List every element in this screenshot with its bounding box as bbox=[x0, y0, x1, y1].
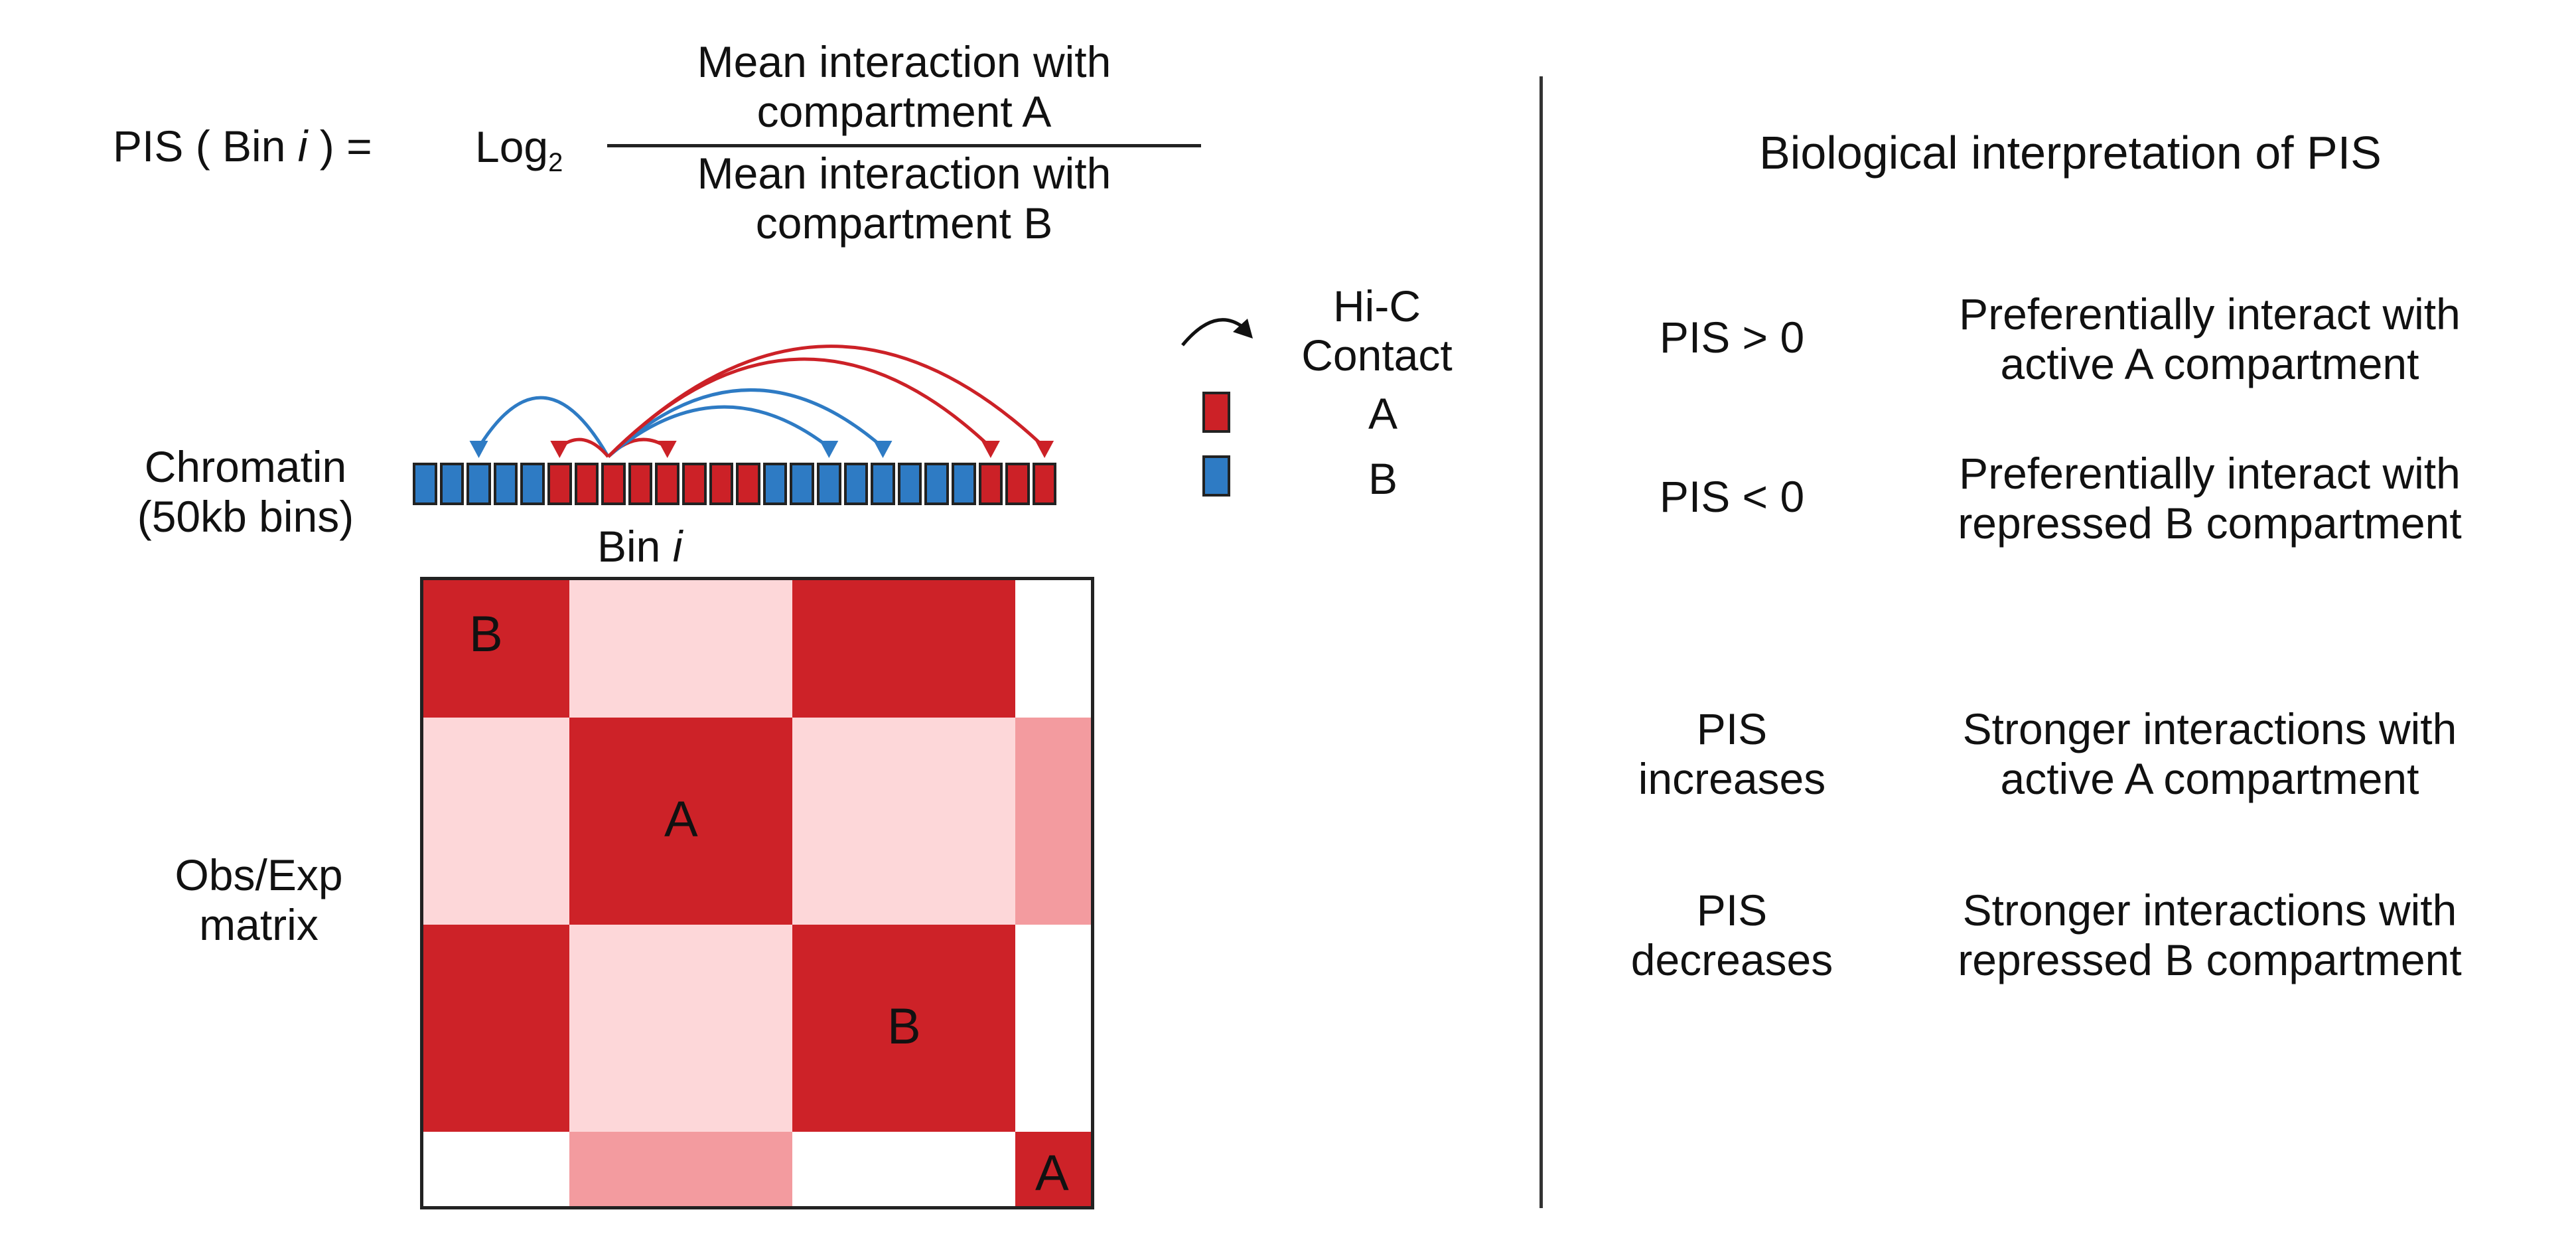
matrix-cell-label: B bbox=[469, 606, 503, 662]
matrix-cell bbox=[792, 1132, 1016, 1207]
interpretation-meaning: Stronger interactions with bbox=[1962, 886, 2457, 935]
hic-contact-label-line2: Contact bbox=[1301, 331, 1453, 380]
chromatin-bin-a bbox=[736, 463, 760, 505]
interpretation-meaning: repressed B compartment bbox=[1958, 935, 2462, 984]
interpretation-meaning: repressed B compartment bbox=[1958, 499, 2462, 548]
chromatin-bin-b bbox=[952, 463, 976, 505]
numerator-line2: compartment A bbox=[756, 87, 1052, 136]
contact-arc bbox=[607, 405, 830, 458]
chromatin-bin-a bbox=[682, 463, 707, 505]
chromatin-bin-b bbox=[493, 463, 518, 505]
chromatin-bin-a bbox=[709, 463, 734, 505]
chromatin-bin-b bbox=[897, 463, 922, 505]
interpretation-condition: PIS bbox=[1696, 886, 1768, 935]
matrix-cell bbox=[423, 925, 570, 1132]
interpretation-title: Biological interpretation of PIS bbox=[1759, 127, 2382, 179]
chromatin-bin-a bbox=[1005, 463, 1030, 505]
matrix-cell bbox=[792, 925, 1016, 1132]
curved-arrow-icon bbox=[1181, 318, 1253, 347]
contact-arc bbox=[477, 396, 610, 458]
log-label: Log2 bbox=[475, 122, 563, 178]
chromatin-bin-a bbox=[601, 463, 626, 505]
legend-b-swatch bbox=[1202, 455, 1230, 497]
chromatin-bin-b bbox=[817, 463, 841, 505]
chromatin-label-line2: (50kb bins) bbox=[137, 492, 354, 541]
matrix-cell-label: A bbox=[1035, 1145, 1069, 1202]
contact-arrowhead bbox=[1035, 441, 1054, 458]
chromatin-bin-a bbox=[978, 463, 1003, 505]
matrix-cell bbox=[423, 1132, 570, 1207]
interpretation-meaning: active A compartment bbox=[2000, 339, 2419, 388]
contact-arc bbox=[607, 388, 885, 458]
bin-i-label: Bin i bbox=[597, 522, 683, 571]
interpretation-condition: PIS > 0 bbox=[1659, 313, 1805, 362]
contact-arrowhead bbox=[873, 441, 893, 458]
chromatin-bin-a bbox=[547, 463, 572, 505]
chromatin-bin-b bbox=[466, 463, 491, 505]
panel-divider bbox=[1539, 76, 1543, 1208]
matrix-cell bbox=[1015, 1132, 1092, 1207]
matrix-cell bbox=[569, 579, 793, 718]
chromatin-label-line1: Chromatin bbox=[144, 442, 347, 491]
contact-arrowhead bbox=[820, 441, 839, 458]
chromatin-bin-b bbox=[790, 463, 814, 505]
contact-arc bbox=[607, 345, 1046, 458]
matrix-cell bbox=[569, 1132, 793, 1207]
denominator-line1: Mean interaction with bbox=[697, 149, 1111, 198]
matrix-cell bbox=[423, 579, 570, 718]
interpretation-condition: PIS bbox=[1696, 704, 1768, 753]
matrix-cell bbox=[1015, 579, 1092, 718]
chromatin-bin-b bbox=[871, 463, 895, 505]
chromatin-bin-b bbox=[762, 463, 788, 505]
denominator-line2: compartment B bbox=[755, 198, 1053, 248]
log-base: 2 bbox=[548, 148, 563, 178]
contact-arrowhead bbox=[658, 441, 677, 458]
chromatin-bin-a bbox=[655, 463, 680, 505]
matrix-cell bbox=[1015, 925, 1092, 1132]
interpretation-meaning: active A compartment bbox=[2000, 754, 2419, 803]
matrix-cell bbox=[423, 718, 570, 925]
hic-contact-label-line1: Hi-C bbox=[1333, 281, 1421, 331]
matrix-cell-label: A bbox=[664, 791, 698, 848]
contact-arrowhead bbox=[550, 441, 569, 458]
interpretation-meaning: Stronger interactions with bbox=[1962, 704, 2457, 753]
matrix-cell bbox=[569, 925, 793, 1132]
interpretation-condition: increases bbox=[1638, 754, 1826, 803]
matrix-label-line1: Obs/Exp bbox=[175, 850, 343, 899]
interpretation-condition: PIS < 0 bbox=[1659, 472, 1805, 521]
bin-variable: i bbox=[297, 121, 308, 171]
matrix-label-line2: matrix bbox=[199, 900, 319, 949]
interpretation-meaning: Preferentially interact with bbox=[1959, 289, 2461, 339]
matrix-cell bbox=[792, 579, 1016, 718]
contact-arc bbox=[607, 357, 992, 458]
matrix-cell bbox=[569, 718, 793, 925]
matrix-cell bbox=[792, 718, 1016, 925]
chromatin-bin-a bbox=[574, 463, 599, 505]
chromatin-bin-b bbox=[924, 463, 949, 505]
matrix-cell bbox=[1015, 718, 1092, 925]
contact-arc bbox=[558, 437, 610, 458]
pis-formula-lhs: PIS ( Bin i ) = bbox=[113, 121, 372, 171]
interpretation-condition: decreases bbox=[1630, 935, 1833, 984]
fraction-bar bbox=[607, 144, 1201, 147]
matrix-frame bbox=[420, 577, 1094, 1209]
chromatin-bin-b bbox=[520, 463, 545, 505]
chromatin-bin-b bbox=[439, 463, 465, 505]
numerator-line1: Mean interaction with bbox=[697, 37, 1111, 86]
matrix-cell-label: B bbox=[887, 998, 921, 1055]
legend-a-label: A bbox=[1368, 389, 1398, 438]
chromatin-bin-b bbox=[413, 463, 437, 505]
legend-a-swatch bbox=[1202, 392, 1230, 433]
contact-arrowhead bbox=[469, 441, 488, 458]
legend-b-label: B bbox=[1368, 454, 1398, 503]
contact-arc bbox=[607, 437, 669, 458]
chromatin-bin-a bbox=[1032, 463, 1057, 505]
chromatin-bin-b bbox=[843, 463, 869, 505]
contact-arrowhead bbox=[981, 441, 1000, 458]
chromatin-bin-a bbox=[628, 463, 653, 505]
interpretation-meaning: Preferentially interact with bbox=[1959, 449, 2461, 498]
